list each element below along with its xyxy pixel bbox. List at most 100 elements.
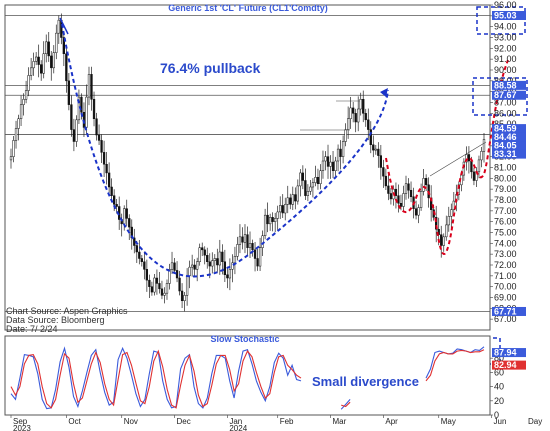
candle [158, 271, 161, 294]
y-tick-label: 91.00 [494, 54, 517, 64]
candle [271, 212, 274, 232]
candle [203, 246, 206, 265]
candle [180, 283, 184, 309]
candle [357, 96, 360, 132]
y-tick-label: 73.00 [494, 249, 517, 259]
y-tick-label: 87.00 [494, 98, 517, 108]
candle [50, 51, 53, 81]
price-flag-label: 84.05 [494, 141, 517, 151]
price-panel [4, 4, 491, 331]
y-tick-label: 75.00 [494, 228, 517, 238]
arc-arrowhead [380, 88, 388, 97]
candle [190, 254, 194, 277]
candle [397, 184, 400, 213]
candle [372, 135, 375, 158]
stoch-tick-label: 60 [494, 367, 504, 377]
price-flag-label: 88.58 [494, 80, 517, 90]
candle [382, 159, 385, 188]
pullback-annotation: 76.4% pullback [160, 60, 261, 76]
candle [440, 225, 443, 258]
candle [367, 108, 370, 141]
candle [47, 32, 50, 62]
candle [344, 123, 347, 147]
y-tick-label: 80.00 [494, 173, 517, 183]
candle [246, 226, 249, 256]
y-tick-label: 70.00 [494, 282, 517, 292]
y-tick-label: 94.00 [494, 22, 517, 32]
candle [138, 240, 141, 265]
candle [467, 146, 471, 174]
candle [387, 174, 390, 201]
stochastic-title: Slow Stochastic [210, 334, 279, 344]
candle [165, 279, 169, 300]
candle [231, 254, 234, 283]
y-tick-label: 93.00 [494, 33, 517, 43]
candle [168, 263, 171, 290]
chart-title: Generic 1st 'CL' Future (CL1'Comdty) [168, 3, 327, 13]
pullback-arc [61, 23, 389, 278]
candle [329, 155, 332, 179]
candle [37, 44, 40, 78]
resistance-lines [5, 15, 490, 312]
candle [32, 52, 35, 76]
stoch-tick-label: 80 [494, 353, 504, 363]
candle [55, 24, 58, 60]
candle [42, 41, 45, 79]
y-tick-label: 72.00 [494, 260, 517, 270]
y-tick-label: 96.00 [494, 0, 517, 10]
candle [286, 185, 289, 214]
candle [407, 178, 410, 199]
candle [243, 224, 247, 254]
candle [183, 292, 186, 312]
candle [14, 120, 18, 149]
stoch-flag [492, 348, 526, 358]
y-tick-label: 77.00 [494, 206, 517, 216]
candle [263, 208, 267, 240]
candle [316, 168, 320, 190]
y-tick-label: 76.00 [494, 217, 517, 227]
candle [211, 252, 214, 274]
candle [268, 213, 272, 231]
candle [384, 168, 388, 191]
month-label: Feb [280, 417, 294, 426]
y-tick-label: 90.00 [494, 65, 517, 75]
candle [143, 251, 146, 280]
candle [213, 254, 216, 273]
y-tick-label: 81.00 [494, 163, 517, 173]
candle [294, 187, 297, 210]
candle [362, 90, 365, 123]
candle [435, 205, 438, 243]
candle [67, 72, 71, 111]
candle [417, 204, 420, 224]
candle [450, 203, 453, 229]
price-flag-label: 87.67 [494, 90, 517, 100]
month-label: Oct [68, 417, 81, 426]
candle [65, 48, 68, 93]
candle [102, 140, 106, 177]
candle [105, 151, 108, 185]
candle [193, 259, 196, 277]
month-label: Mar [333, 417, 347, 426]
y-tick-label: 92.00 [494, 43, 517, 53]
price-flag [492, 11, 526, 21]
candle [70, 95, 73, 137]
box-95 [476, 6, 526, 35]
candle [148, 274, 151, 299]
candle [228, 258, 232, 291]
candle [289, 193, 292, 210]
candle [284, 197, 287, 221]
source-line-3: Date: 7/ 2/24 [6, 324, 58, 334]
source-line-2: Data Source: Bloomberg [6, 315, 105, 325]
x-unit-label: Day [528, 417, 542, 426]
month-label: Sep [13, 417, 28, 426]
trendline [429, 141, 487, 177]
candle [442, 233, 445, 252]
stoch-tick-label: 20 [494, 396, 504, 406]
stoch-flag-label: 82.94 [494, 360, 517, 370]
candle [379, 144, 382, 180]
candle [266, 202, 269, 233]
candle [352, 101, 355, 123]
divergence-annotation: Small divergence [312, 374, 419, 389]
price-flag [492, 132, 526, 142]
stoch-tick-label: 0 [494, 410, 499, 420]
